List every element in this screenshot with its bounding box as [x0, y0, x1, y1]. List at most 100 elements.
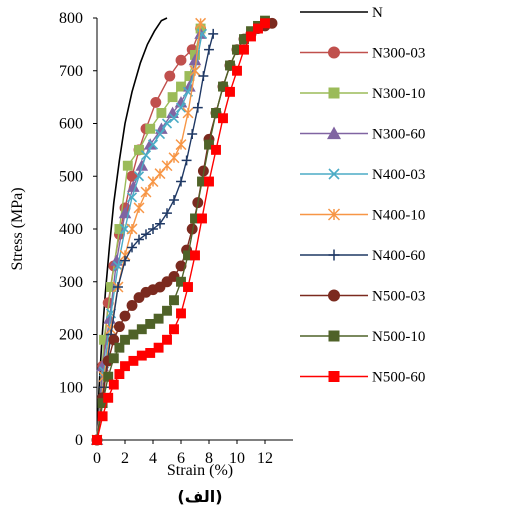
- data-point-square: [99, 334, 109, 345]
- y-axis-title: Stress (MPa): [9, 187, 26, 270]
- x-tick-labels: 0 2 4 6 8 10 12: [93, 440, 273, 467]
- data-point-triangle: [327, 126, 341, 140]
- legend: N N300-03 N300-10 N300-60 N400-03 N400-10 N400…: [300, 5, 425, 386]
- data-point-square: [184, 71, 195, 81]
- data-point-square: [239, 44, 249, 55]
- data-point-square: [211, 108, 221, 118]
- data-point-x: [175, 102, 187, 113]
- data-point-square: [246, 26, 256, 37]
- legend-label: N300-03: [372, 46, 425, 62]
- data-point-square: [218, 113, 228, 124]
- data-point-square: [145, 123, 156, 134]
- data-point-square: [328, 371, 340, 382]
- data-point-square: [253, 23, 263, 34]
- data-point-circle: [175, 54, 187, 66]
- data-point-square: [162, 334, 172, 345]
- data-point-square: [92, 435, 102, 445]
- data-point-plus: [141, 229, 151, 240]
- data-point-square: [232, 65, 242, 76]
- legend-item: N500-60: [300, 370, 425, 386]
- data-point-triangle: [143, 138, 157, 150]
- data-point-square: [122, 160, 133, 171]
- y-tick-label: 100: [59, 379, 83, 396]
- x-tick-label: 12: [257, 450, 273, 467]
- legend-item: N400-60: [300, 248, 425, 264]
- data-point-x: [328, 168, 340, 180]
- data-point-x: [147, 139, 159, 150]
- data-point-plus: [120, 255, 130, 266]
- y-tick-label: 200: [59, 327, 83, 344]
- data-point-x: [154, 128, 166, 140]
- figure-caption: (الف): [177, 487, 222, 506]
- plot-series: [91, 15, 278, 446]
- data-point-plus: [134, 234, 144, 245]
- data-point-x: [133, 171, 145, 182]
- data-point-circle: [328, 289, 340, 302]
- data-point-plus: [113, 282, 123, 292]
- data-point-asterisk: [327, 208, 341, 221]
- data-point-square: [218, 81, 228, 92]
- data-point-plus: [169, 195, 179, 205]
- y-tick-label: 0: [75, 432, 83, 449]
- y-tick-labels: 0 100 200 300 400 500 600 700 800: [59, 10, 97, 449]
- legend-item: N300-60: [300, 126, 425, 143]
- data-point-square: [239, 34, 249, 45]
- data-point-square: [145, 319, 156, 329]
- x-tick-label: 10: [229, 450, 245, 467]
- data-point-square: [225, 60, 235, 71]
- legend-label: N: [372, 5, 383, 21]
- series-line: [96, 33, 214, 441]
- data-point-square: [114, 224, 125, 234]
- data-point-plus: [148, 224, 158, 234]
- data-point-plus: [176, 176, 186, 187]
- data-point-circle: [108, 334, 120, 346]
- data-point-square: [128, 355, 139, 366]
- y-tick-label: 400: [59, 221, 83, 238]
- legend-item: N: [300, 5, 383, 21]
- legend-label: N400-60: [372, 248, 425, 264]
- data-point-circle: [164, 70, 176, 82]
- series-n500-60: [92, 18, 270, 445]
- data-point-square: [162, 305, 172, 316]
- data-point-square: [97, 411, 108, 422]
- y-tick-label: 500: [59, 168, 83, 185]
- data-point-triangle: [127, 180, 140, 192]
- data-point-square: [156, 108, 167, 118]
- data-point-plus: [127, 242, 137, 253]
- data-point-square: [153, 342, 164, 353]
- y-tick-label: 800: [59, 10, 83, 27]
- data-point-square: [103, 392, 114, 403]
- data-point-x: [126, 192, 138, 203]
- series-line: [96, 17, 168, 441]
- data-point-square: [114, 342, 125, 353]
- data-point-square: [183, 282, 193, 292]
- legend-label: N300-60: [372, 127, 425, 143]
- data-point-x: [112, 260, 124, 271]
- data-point-circle: [175, 260, 187, 272]
- data-point-square: [108, 379, 119, 390]
- data-point-square: [103, 371, 114, 382]
- data-point-square: [134, 144, 144, 155]
- data-point-square: [190, 250, 200, 261]
- data-point-plus: [155, 218, 165, 229]
- data-point-asterisk: [182, 107, 194, 119]
- data-point-square: [211, 144, 221, 155]
- data-point-asterisk: [133, 202, 145, 214]
- data-point-plus: [162, 208, 172, 219]
- data-point-x: [168, 113, 180, 124]
- legend-item: N500-10: [300, 329, 425, 345]
- x-tick-label: 0: [93, 450, 101, 467]
- data-point-plus: [187, 129, 198, 139]
- data-point-triangle: [110, 254, 123, 266]
- legend-label: N500-03: [372, 289, 425, 305]
- x-tick-label: 8: [205, 450, 213, 467]
- data-point-square: [167, 92, 178, 103]
- data-point-square: [197, 176, 207, 187]
- data-point-square: [136, 324, 147, 335]
- data-point-plus: [328, 249, 340, 261]
- data-point-square: [260, 18, 270, 29]
- x-tick-label: 6: [177, 450, 185, 467]
- data-point-square: [176, 81, 186, 92]
- data-point-circle: [113, 321, 125, 333]
- data-point-square: [106, 282, 116, 292]
